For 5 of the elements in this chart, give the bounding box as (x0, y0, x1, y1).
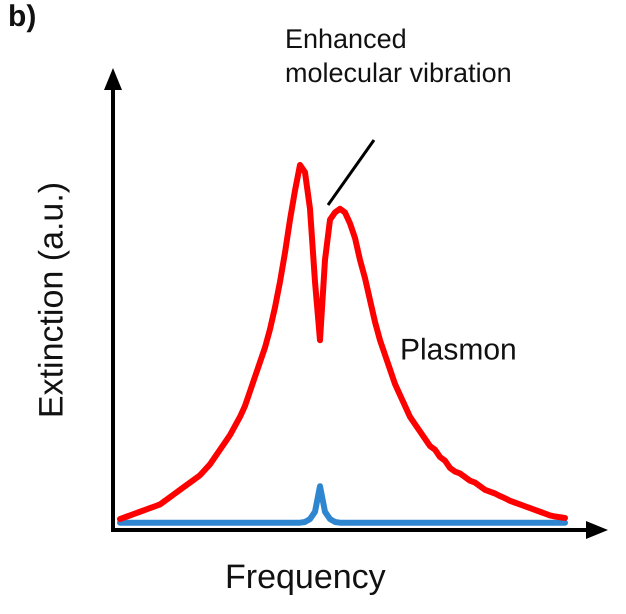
text: Enhanced molecular vibration (285, 23, 512, 90)
y-axis-title: Extinction (a.u.) (32, 182, 72, 418)
series-label: Plasmon (400, 333, 517, 366)
x-axis-title: Frequency (225, 558, 386, 597)
text: b) (8, 0, 36, 34)
